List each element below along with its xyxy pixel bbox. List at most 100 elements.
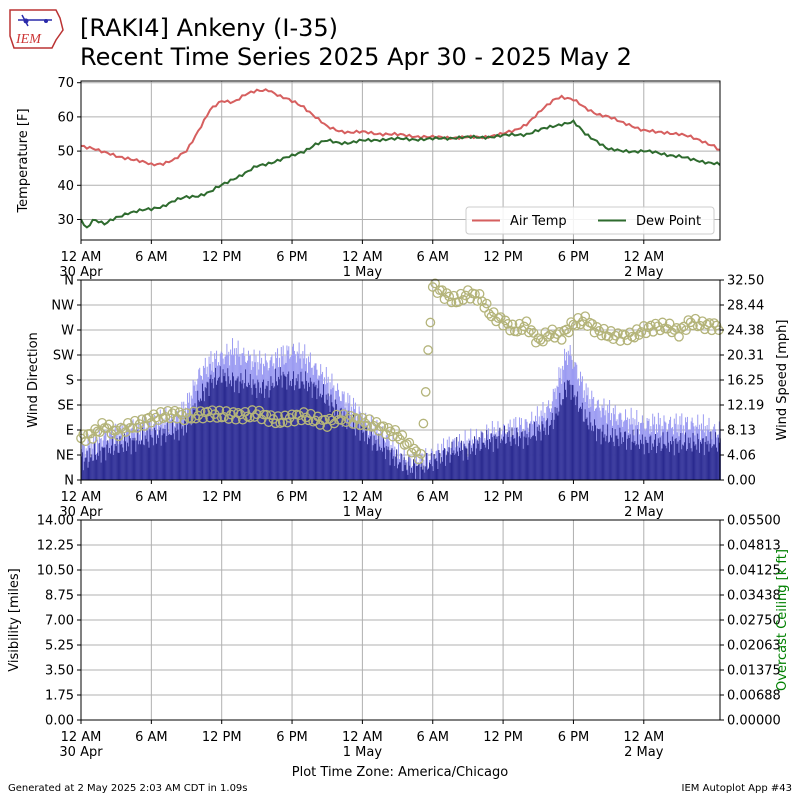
speed-bar: [690, 448, 692, 480]
speed-bar: [634, 441, 636, 480]
direction-point: [563, 327, 574, 338]
speed-bar: [555, 413, 557, 480]
speed-bar: [390, 449, 392, 480]
speed-bar: [368, 437, 370, 480]
speed-bar: [135, 451, 137, 480]
speed-bar: [612, 441, 614, 480]
direction-point: [610, 330, 621, 341]
speed-bar: [577, 391, 579, 480]
speed-bar: [535, 440, 537, 480]
speed-bar: [562, 399, 564, 480]
speed-bar: [82, 470, 84, 480]
speed-bar: [242, 380, 244, 480]
direction-point: [669, 325, 680, 335]
generated-note: Generated at 2 May 2025 2:03 AM CDT in 1…: [8, 783, 248, 794]
speed-bar: [545, 434, 547, 480]
speed-bar: [496, 436, 498, 480]
speed-bar: [515, 444, 517, 480]
speed-bar: [185, 416, 187, 480]
gust-bar: [681, 413, 683, 480]
speed-bar: [222, 369, 224, 480]
p1-ytick-label-7: NW: [51, 299, 74, 314]
gust-bar: [437, 443, 439, 480]
direction-point: [629, 332, 640, 343]
speed-bar: [663, 443, 665, 480]
speed-bar: [581, 402, 583, 480]
speed-bar: [223, 376, 225, 480]
speed-bar: [181, 428, 183, 480]
p0-ytick-label-2: 50: [57, 145, 74, 160]
speed-bar: [511, 427, 513, 480]
speed-bar: [570, 399, 572, 480]
speed-bar: [519, 438, 521, 480]
speed-bar: [502, 440, 504, 480]
speed-bar: [640, 439, 642, 480]
direction-point: [277, 417, 288, 428]
speed-bar: [338, 414, 340, 480]
gust-bar: [82, 444, 84, 480]
direction-point: [514, 318, 525, 329]
speed-bar: [357, 422, 359, 480]
speed-bar: [486, 430, 488, 480]
p2-xtick-label-0: 12 AM: [61, 730, 102, 745]
speed-bar: [696, 449, 698, 480]
speed-bar: [93, 460, 95, 480]
speed-bar: [295, 378, 297, 480]
p1-ytick-label-6: W: [61, 324, 74, 339]
speed-bar: [443, 450, 445, 480]
speed-bar: [534, 436, 536, 480]
speed-bar: [457, 451, 459, 480]
speed-bar: [302, 381, 304, 480]
speed-bar: [187, 423, 189, 480]
speed-bar: [655, 453, 657, 480]
direction-point: [545, 329, 555, 340]
speed-bar: [627, 435, 629, 480]
speed-bar: [670, 441, 672, 480]
speed-bar: [137, 430, 139, 480]
p2-xtick-sublabel-0: 30 Apr: [59, 745, 103, 760]
speed-bar: [394, 466, 396, 480]
speed-bar: [716, 451, 718, 480]
speed-bar: [217, 380, 219, 480]
speed-bar: [661, 448, 663, 480]
direction-point: [674, 331, 684, 342]
speed-bar: [347, 423, 349, 480]
speed-bar: [251, 394, 253, 480]
speed-bar: [267, 381, 269, 480]
speed-bar: [148, 447, 150, 480]
speed-bar: [450, 454, 452, 480]
speed-bar: [179, 422, 181, 480]
speed-bar: [367, 444, 369, 480]
speed-bar: [487, 439, 489, 480]
speed-bar: [405, 462, 407, 480]
speed-bar: [551, 412, 553, 480]
gust-bar: [402, 460, 404, 480]
p0-xtick-sublabel-0: 30 Apr: [59, 265, 103, 280]
speed-bar: [400, 453, 402, 480]
speed-bar: [504, 443, 506, 480]
speed-bar: [675, 438, 677, 480]
speed-bar: [294, 385, 296, 480]
direction-point: [472, 296, 483, 306]
speed-bar: [506, 432, 508, 480]
speed-bar: [541, 421, 543, 480]
speed-bar: [687, 437, 689, 480]
speed-bar: [564, 382, 566, 480]
speed-bar: [129, 438, 131, 480]
speed-bar: [539, 431, 541, 480]
speed-bar: [408, 456, 410, 480]
speed-bar: [175, 430, 177, 480]
speed-bar: [693, 441, 695, 480]
gust-bar: [643, 428, 645, 480]
speed-bar: [527, 445, 529, 480]
speed-bar: [542, 424, 544, 480]
speed-bar: [190, 425, 192, 480]
speed-bar: [431, 466, 433, 480]
speed-bar: [640, 443, 642, 480]
speed-bar: [456, 437, 458, 480]
speed-bar: [163, 433, 165, 480]
speed-bar: [221, 382, 223, 480]
speed-bar: [83, 461, 85, 480]
speed-bar: [92, 460, 94, 480]
speed-bar: [268, 397, 270, 480]
